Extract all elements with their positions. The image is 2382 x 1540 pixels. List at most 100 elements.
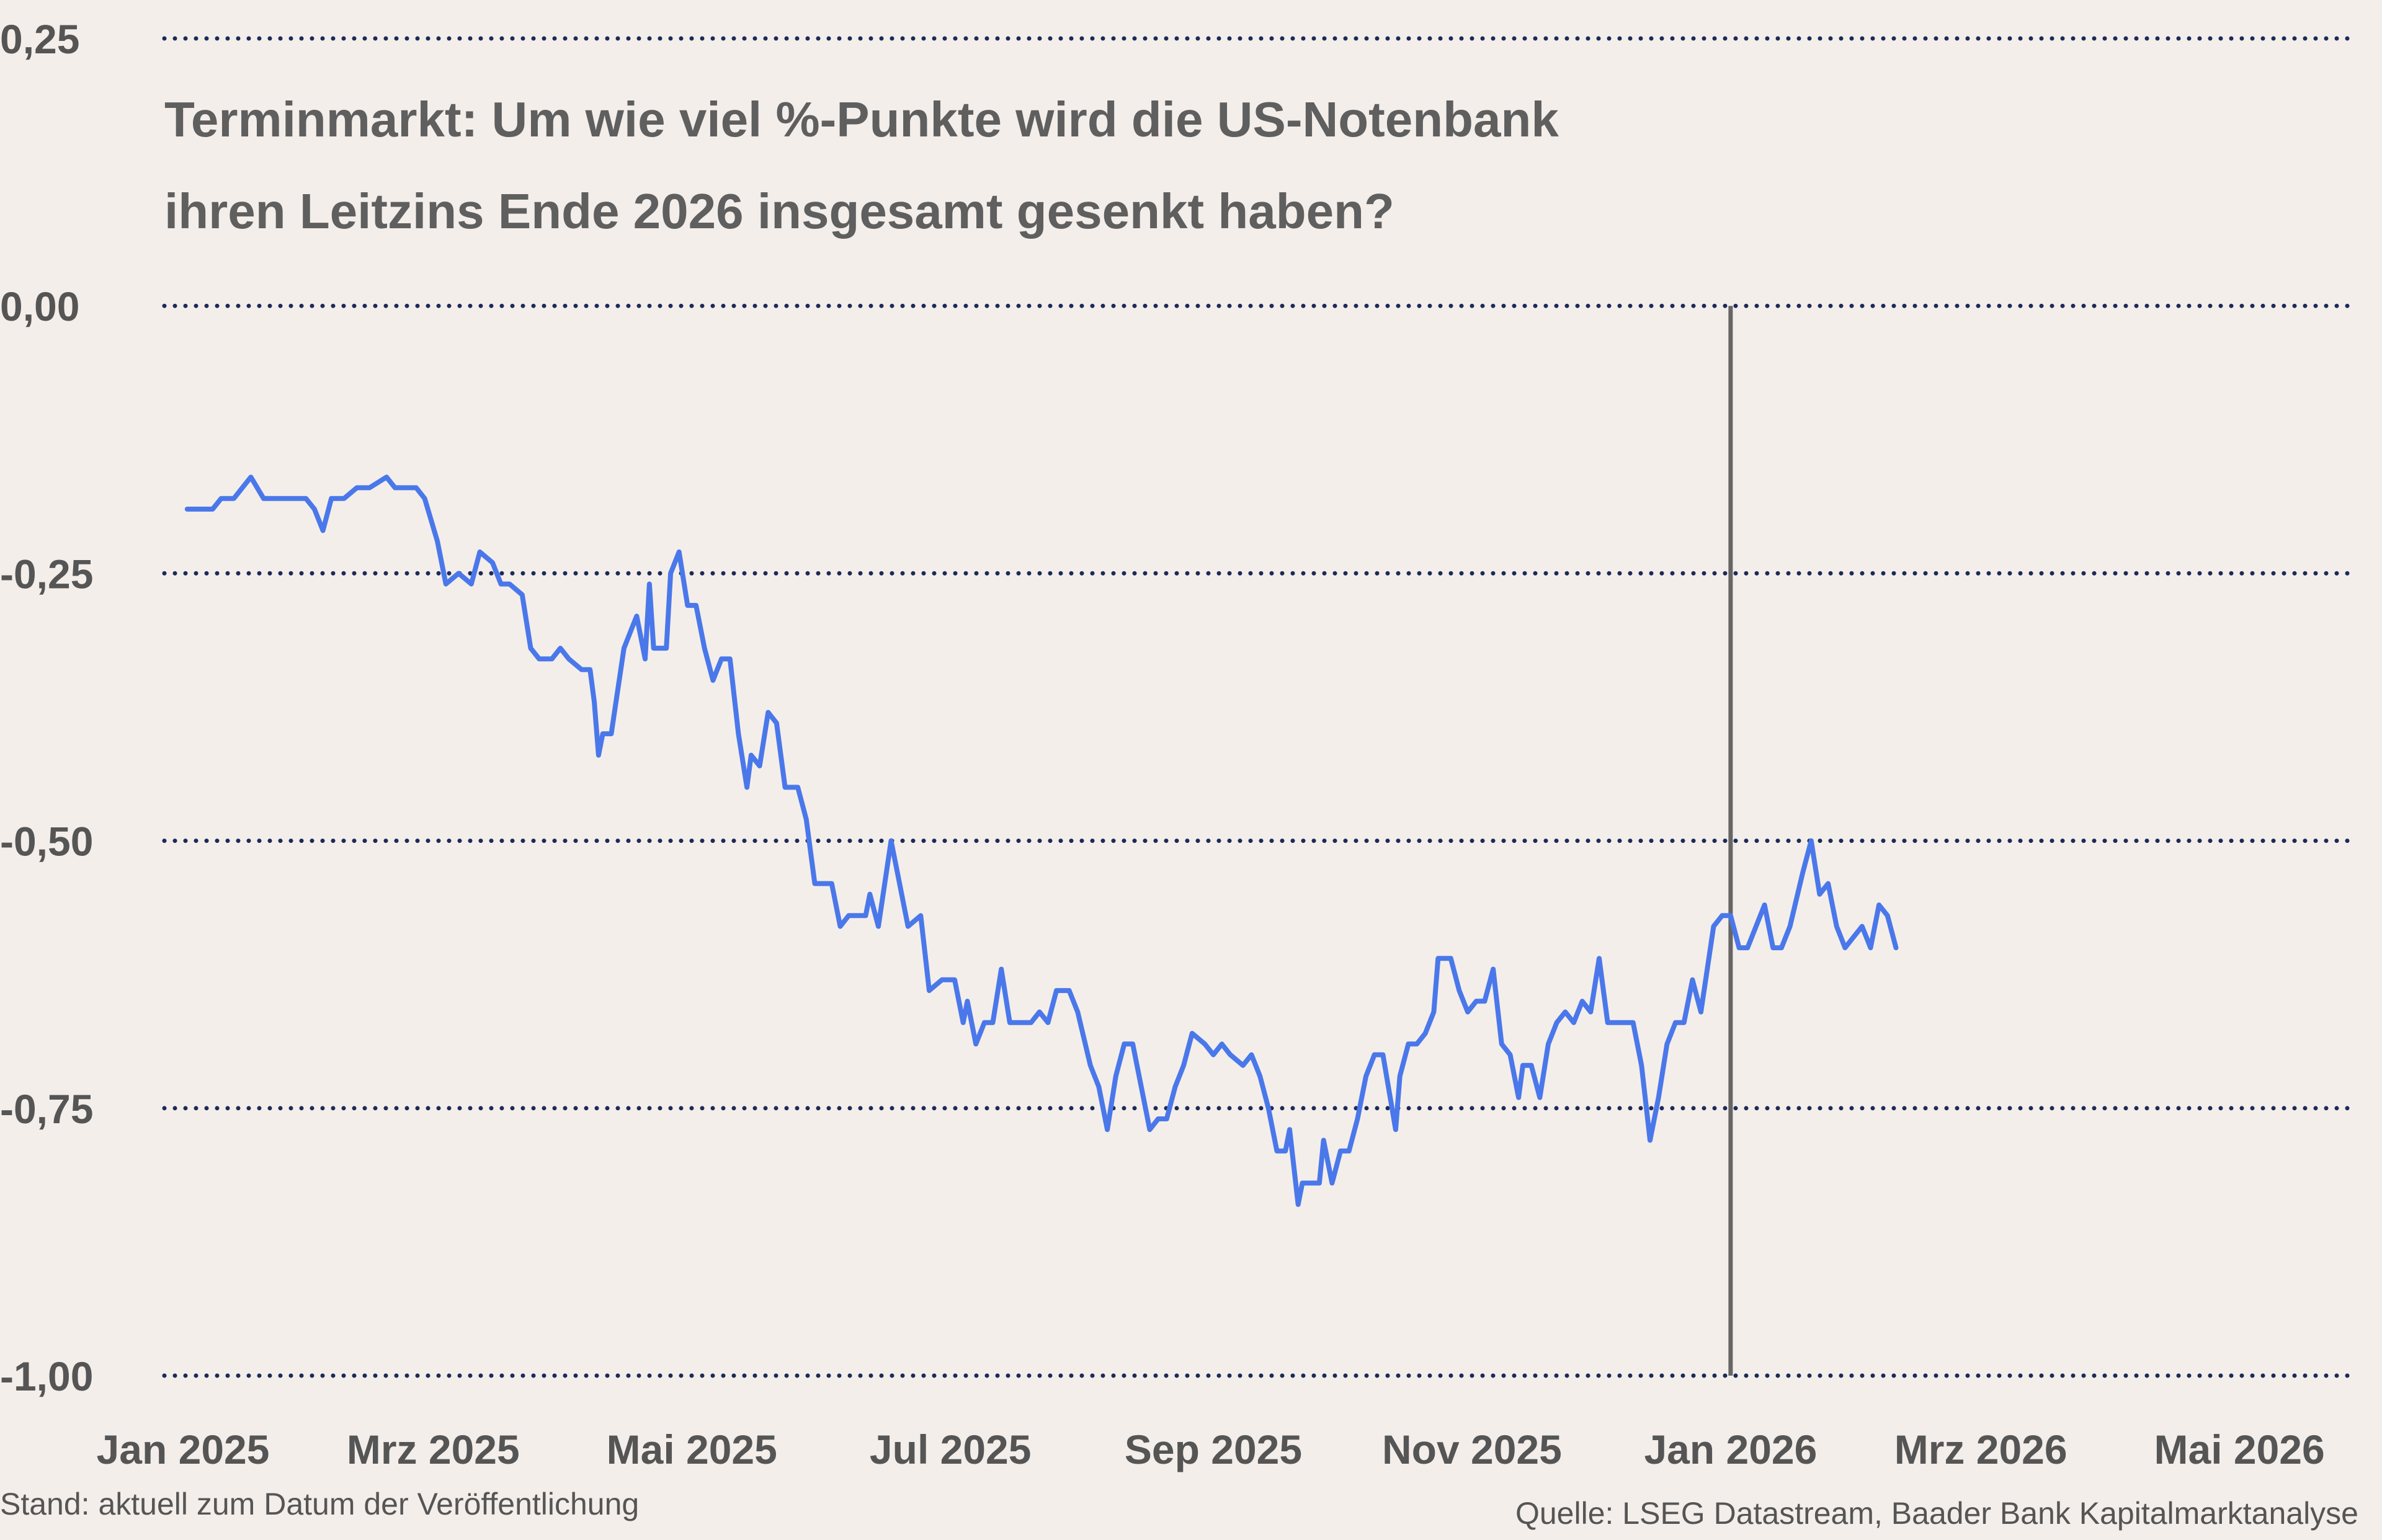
x-axis-ticks: Jan 2025 Mrz 2025 Mai 2025 Jul 2025 Sep 2025… — [97, 1427, 2325, 1472]
data-point — [665, 647, 668, 650]
x-tick-label: Jan 2025 — [97, 1427, 270, 1472]
data-point — [1076, 1010, 1079, 1013]
data-point — [1203, 1043, 1207, 1046]
data-point — [529, 647, 532, 650]
data-point — [1564, 1010, 1567, 1013]
data-point — [1788, 925, 1791, 928]
data-point — [1729, 914, 1732, 917]
data-point — [1657, 1096, 1660, 1099]
data-point — [1089, 1064, 1092, 1067]
data-point — [313, 507, 316, 510]
data-point — [1746, 946, 1749, 950]
data-point — [1666, 1043, 1669, 1046]
series-layer — [184, 474, 1899, 1207]
data-point — [1517, 1096, 1520, 1099]
data-point — [767, 711, 770, 714]
data-point — [919, 914, 922, 917]
data-point — [220, 497, 223, 500]
data-point — [1123, 1043, 1126, 1046]
title-line-1: Terminmarkt: Um wie viel %-Punkte wird d… — [164, 92, 1559, 147]
data-point — [1407, 1043, 1410, 1046]
data-point — [538, 657, 541, 661]
data-point — [1229, 1053, 1232, 1056]
data-point — [1301, 1182, 1304, 1185]
data-point — [644, 657, 647, 661]
data-point — [961, 1021, 965, 1024]
x-tick-label: Sep 2025 — [1125, 1427, 1302, 1472]
data-point — [1649, 1139, 1652, 1142]
data-point — [1818, 892, 1821, 896]
data-point — [470, 582, 473, 585]
data-point — [1860, 925, 1863, 928]
data-point — [1780, 946, 1783, 950]
data-point — [1869, 946, 1872, 950]
data-point — [233, 497, 236, 500]
data-point — [652, 647, 655, 650]
data-point — [877, 925, 880, 928]
y-tick-label: 0,00 — [0, 283, 79, 329]
data-point — [975, 1043, 978, 1046]
data-point — [720, 657, 723, 661]
data-point — [393, 486, 396, 489]
data-point — [1275, 1149, 1278, 1152]
x-tick-label: Nov 2025 — [1382, 1427, 1562, 1472]
data-point — [669, 572, 672, 575]
data-point — [1267, 1106, 1270, 1110]
data-point — [491, 561, 494, 564]
data-point — [805, 818, 808, 821]
x-tick-label: Jul 2025 — [870, 1427, 1032, 1472]
y-tick-label: -0,75 — [0, 1086, 93, 1132]
data-point — [1322, 1139, 1325, 1142]
data-point — [1190, 1032, 1193, 1035]
data-point — [695, 604, 698, 607]
data-point — [211, 507, 214, 510]
data-point — [677, 550, 680, 553]
y-axis-ticks: 0,25 0,00 -0,25 -0,50 -0,75 -1,00 — [0, 16, 93, 1399]
data-point — [520, 593, 524, 596]
data-point — [1356, 1118, 1359, 1121]
data-point — [1220, 1043, 1223, 1046]
data-point — [1572, 1021, 1575, 1024]
data-point — [839, 925, 842, 928]
data-point — [1674, 1021, 1677, 1024]
data-point — [1097, 1085, 1100, 1088]
data-point — [749, 754, 752, 757]
data-point — [1365, 1075, 1368, 1078]
data-point — [737, 732, 740, 736]
data-point — [890, 839, 893, 842]
y-tick-label: -0,25 — [0, 551, 93, 597]
y-tick-label: -1,00 — [0, 1353, 93, 1399]
data-point — [847, 914, 850, 917]
data-point — [1500, 1043, 1503, 1046]
data-point — [1347, 1149, 1350, 1152]
data-point — [1682, 1021, 1685, 1024]
data-point — [703, 647, 706, 650]
data-point — [1288, 1128, 1291, 1131]
data-point — [1339, 1149, 1342, 1152]
data-point — [711, 679, 715, 682]
data-point — [1878, 904, 1881, 907]
x-tick-label: Mrz 2026 — [1894, 1427, 2068, 1472]
data-point — [1538, 1096, 1541, 1099]
data-point — [355, 486, 359, 489]
x-tick-label: Mrz 2025 — [347, 1427, 520, 1472]
data-point — [423, 497, 426, 500]
series-line — [184, 474, 1899, 1207]
y-tick-label: 0,25 — [0, 16, 79, 62]
data-point — [385, 476, 388, 479]
data-point — [813, 882, 816, 885]
data-point — [249, 476, 252, 479]
data-point — [1157, 1118, 1160, 1121]
data-point — [241, 486, 244, 489]
data-point — [864, 914, 867, 917]
data-point — [568, 657, 571, 661]
data-point — [783, 786, 787, 789]
data-point — [1148, 1128, 1151, 1131]
data-point — [414, 486, 417, 489]
data-point — [928, 989, 931, 992]
data-point — [1763, 904, 1766, 907]
data-point — [1597, 957, 1600, 960]
data-point — [262, 497, 265, 500]
data-point — [1691, 978, 1694, 981]
